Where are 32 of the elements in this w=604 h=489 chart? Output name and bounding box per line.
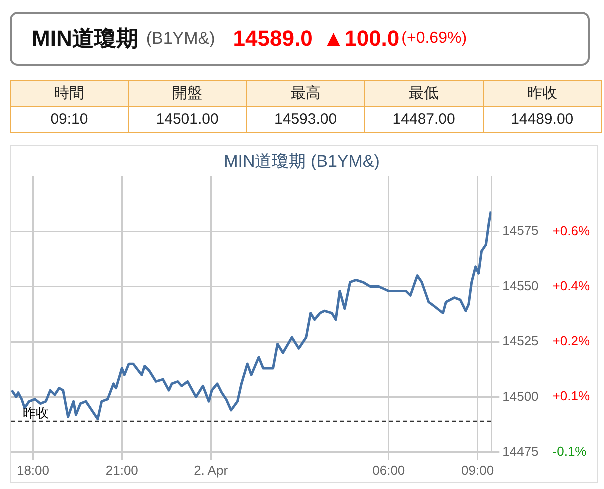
y2-tick-label: +0.6% [552, 223, 590, 238]
y2-tick-label: +0.4% [552, 278, 590, 294]
y-tick-label: 14500 [502, 388, 539, 404]
text: MIN道瓊期 [32, 25, 138, 53]
category-label: 最低 [364, 80, 484, 106]
y-tick-label: 14475 [502, 444, 539, 459]
x-tick-label: 18:00 [16, 462, 50, 478]
text: 14589.0 [233, 26, 313, 52]
category-label: 時間 [10, 80, 128, 106]
x-tick-label: 21:00 [106, 462, 138, 478]
y2-tick-label: +0.2% [552, 333, 590, 348]
category-label: 開盤 [128, 80, 247, 106]
text: (+0.69%) [402, 30, 468, 48]
text: 09:10 [50, 111, 88, 128]
y-tick-label: 14525 [502, 334, 539, 349]
text: 14593.00 [274, 111, 338, 128]
category-label: 昨收 [483, 80, 602, 106]
text: ▲100.0 [322, 26, 400, 52]
x-tick-label: 09:00 [462, 462, 494, 478]
x-tick-label: 06:00 [372, 462, 406, 478]
y2-tick-label: +0.1% [552, 388, 590, 404]
text: 14489.00 [511, 111, 574, 128]
category-label: 最高 [246, 80, 365, 106]
y2-tick-label: -0.1% [552, 444, 588, 459]
chart-title: MIN道瓊期 (B1YM&) [224, 152, 380, 171]
text: 14487.00 [392, 111, 456, 128]
y-tick-label: 14575 [502, 223, 539, 238]
ref-line-label: 昨收 [23, 406, 49, 421]
text: (B1YM&) [146, 29, 216, 49]
text: 14501.00 [156, 111, 219, 128]
x-tick-label: 2. Apr [194, 462, 229, 478]
y-tick-label: 14550 [502, 278, 539, 294]
